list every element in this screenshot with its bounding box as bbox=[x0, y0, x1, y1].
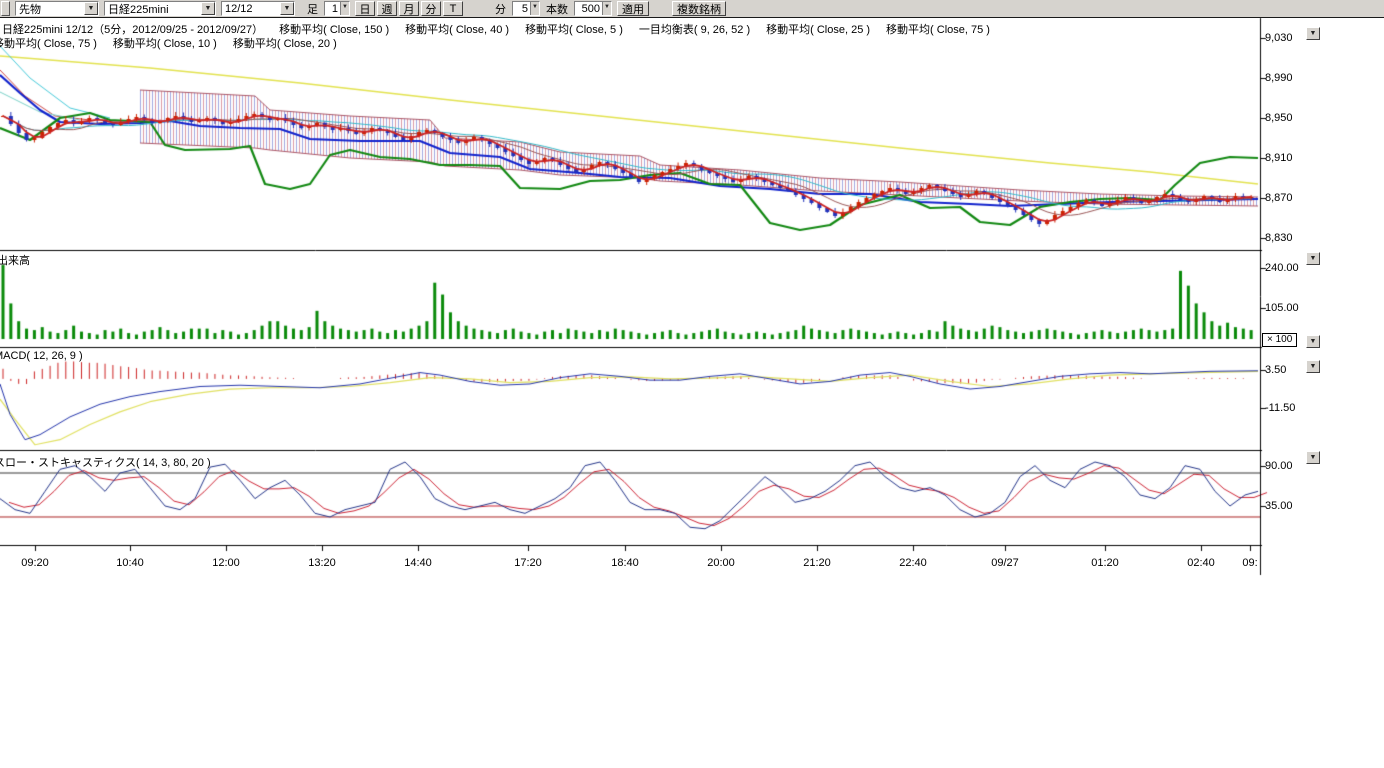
period-button-group: 日週月分T bbox=[355, 1, 463, 16]
pane-scale-dropdown-icon[interactable]: ▼ bbox=[1306, 335, 1320, 348]
period-button-0[interactable]: 日 bbox=[355, 1, 375, 16]
toolbar: 先物 ▼ 日経225mini ▼ 12/12 ▼ 足 1 ▼ 日週月分T 分 5… bbox=[0, 0, 1384, 18]
period-button-3[interactable]: 分 bbox=[421, 1, 441, 16]
symbol-value: 日経225mini bbox=[105, 1, 172, 17]
chevron-down-icon[interactable]: ▼ bbox=[602, 2, 611, 15]
bar-interval-input[interactable]: 1 ▼ bbox=[324, 1, 350, 16]
pane-scale-dropdown-icon[interactable]: ▼ bbox=[1306, 360, 1320, 373]
period-button-2[interactable]: 月 bbox=[399, 1, 419, 16]
pane-scale-dropdown-icon[interactable]: ▼ bbox=[1306, 27, 1320, 40]
minute-input[interactable]: 5 ▼ bbox=[512, 1, 540, 16]
pane-scale-dropdown-icon[interactable]: ▼ bbox=[1306, 252, 1320, 265]
symbol-select[interactable]: 日経225mini ▼ bbox=[104, 1, 216, 16]
period-button-1[interactable]: 週 bbox=[377, 1, 397, 16]
bar-count-label: 本数 bbox=[545, 1, 569, 17]
instrument-type-select[interactable]: 先物 ▼ bbox=[15, 1, 99, 16]
contract-month-value: 12/12 bbox=[222, 3, 256, 15]
bar-type-label: 足 bbox=[306, 1, 319, 17]
instrument-type-value: 先物 bbox=[16, 1, 44, 17]
minute-label: 分 bbox=[494, 1, 507, 17]
apply-button[interactable]: 適用 bbox=[617, 1, 649, 16]
price-chart[interactable] bbox=[0, 0, 1384, 768]
chevron-down-icon[interactable]: ▼ bbox=[280, 2, 294, 15]
period-button-4[interactable]: T bbox=[443, 1, 463, 16]
chevron-down-icon[interactable]: ▼ bbox=[340, 2, 349, 15]
chevron-down-icon[interactable]: ▼ bbox=[530, 2, 539, 15]
contract-month-select[interactable]: 12/12 ▼ bbox=[221, 1, 295, 16]
chevron-down-icon[interactable]: ▼ bbox=[201, 2, 215, 15]
chevron-down-icon[interactable]: ▼ bbox=[84, 2, 98, 15]
multi-symbol-button[interactable]: 複数銘柄 bbox=[672, 1, 726, 16]
bar-count-input[interactable]: 500 ▼ bbox=[574, 1, 612, 16]
toolbar-stub bbox=[1, 1, 10, 16]
pane-scale-dropdown-icon[interactable]: ▼ bbox=[1306, 451, 1320, 464]
